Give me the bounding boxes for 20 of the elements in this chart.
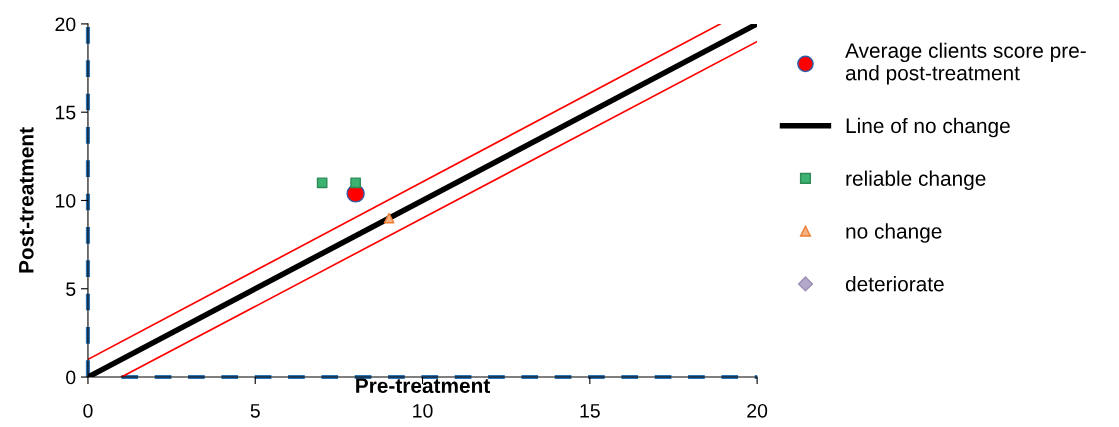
x-tick-label: 20 bbox=[747, 403, 768, 418]
legend-label: Line of no change bbox=[846, 117, 1010, 138]
y-tick-label: 0 bbox=[66, 370, 76, 385]
y-tick-label: 10 bbox=[56, 193, 76, 208]
y-axis-title: Post-treatment bbox=[19, 127, 34, 273]
x-tick-label: 15 bbox=[580, 404, 600, 418]
legend-label: reliable change bbox=[846, 170, 986, 191]
x-tick-label: 5 bbox=[250, 404, 260, 418]
x-tick-label: 10 bbox=[413, 403, 433, 418]
legend-label: deteriorate bbox=[845, 276, 944, 292]
x-axis-title: Pre-treatment bbox=[356, 378, 491, 394]
x-tick-label: 0 bbox=[83, 403, 93, 418]
legend-label: no change bbox=[846, 223, 942, 243]
y-tick-label: 15 bbox=[56, 105, 76, 120]
y-tick-label: 20 bbox=[55, 17, 76, 32]
y-tick-label: 5 bbox=[66, 282, 76, 296]
legend-label: Average clients score pre- and post-treatment bbox=[845, 42, 1086, 85]
point bbox=[350, 177, 361, 189]
point bbox=[316, 177, 328, 189]
point bbox=[383, 212, 395, 224]
